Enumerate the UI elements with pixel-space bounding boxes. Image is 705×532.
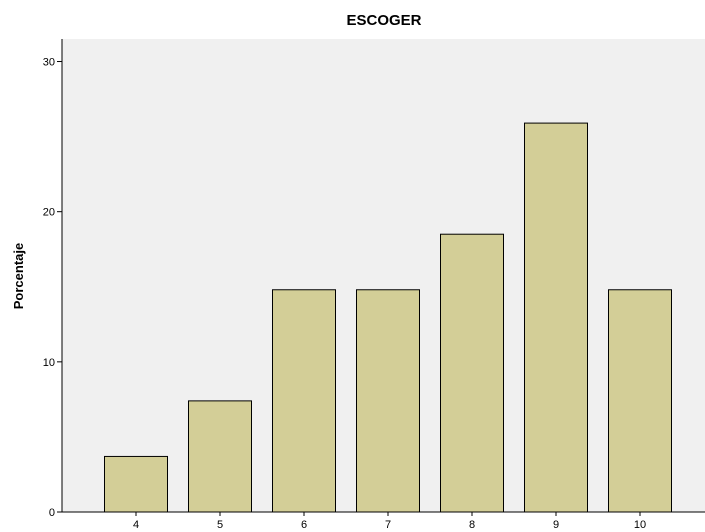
bar-4 (104, 455, 168, 513)
y-axis-label: Porcentaje (11, 243, 26, 309)
x-ticks-group: 4 5 6 7 8 9 10 (133, 512, 646, 531)
x-tick-label-4: 4 (133, 519, 139, 531)
y-tick-label-20: 20 (43, 207, 55, 219)
x-tick-label-5: 5 (217, 519, 223, 531)
x-tick-label-8: 8 (469, 519, 475, 531)
y-ticks-group: 0 10 20 30 (43, 57, 62, 519)
x-tick-label-10: 10 (634, 519, 646, 531)
x-tick-label-6: 6 (301, 519, 307, 531)
y-tick-label-10: 10 (43, 357, 55, 369)
y-tick-label-30: 30 (43, 57, 55, 69)
y-tick-label-0: 0 (49, 507, 55, 519)
bar-7 (356, 289, 420, 513)
bar-6 (272, 289, 336, 513)
bar-10 (608, 289, 672, 513)
x-tick-label-9: 9 (553, 519, 559, 531)
bar-9 (524, 122, 588, 513)
bars-group (104, 122, 672, 513)
bar-8 (440, 233, 504, 513)
x-tick-label-7: 7 (385, 519, 391, 531)
chart-title: ESCOGER (346, 12, 421, 29)
bar-5 (188, 400, 252, 513)
